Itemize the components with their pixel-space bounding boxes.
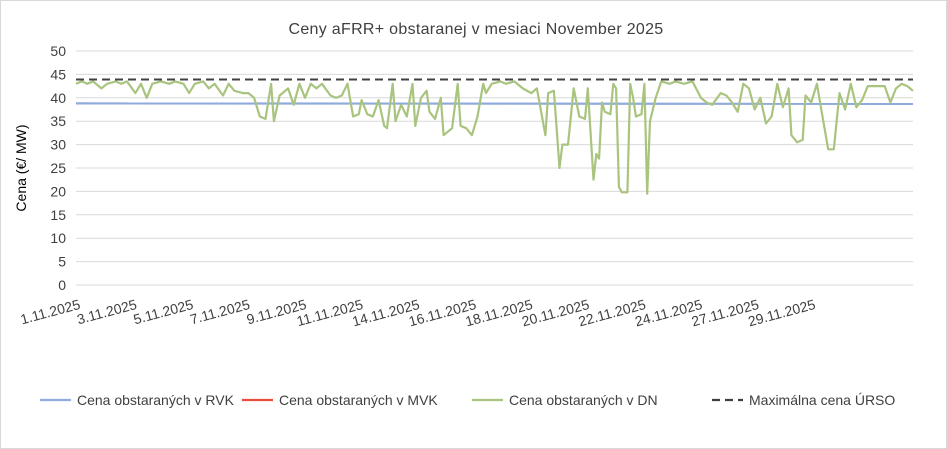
legend-label-1: Cena obstaraných v RVK — [77, 392, 235, 408]
y-tick-label: 10 — [50, 230, 66, 246]
y-tick-label: 15 — [50, 207, 66, 223]
y-tick-label: 30 — [50, 137, 66, 153]
gridlines — [76, 50, 913, 286]
series-layer — [75, 78, 914, 195]
x-tick-label: 3.11.2025 — [75, 296, 139, 327]
y-tick-label: 35 — [50, 113, 66, 129]
legend-label-2: Cena obstaraných v MVK — [279, 392, 438, 408]
chart-title: Ceny aFRR+ obstaranej v mesiaci November… — [289, 21, 664, 38]
y-axis-label: Cena (€/ MW) — [13, 124, 29, 211]
y-tick-label: 50 — [50, 43, 66, 59]
y-tick-label: 45 — [50, 66, 66, 82]
x-tick-labels: 1.11.20253.11.20255.11.20257.11.20259.11… — [19, 296, 818, 329]
legend: Cena obstaraných v RVK Cena obstaraných v… — [40, 392, 895, 408]
y-tick-labels: 0 5 10 15 20 25 30 35 40 45 50 — [50, 43, 66, 293]
x-tick-label: 5.11.2025 — [132, 296, 196, 327]
legend-label-3: Cena obstaraných v DN — [509, 392, 658, 408]
y-tick-label: 40 — [50, 90, 66, 106]
y-tick-label: 20 — [50, 183, 66, 199]
y-tick-label: 0 — [58, 277, 66, 293]
y-tick-label: 25 — [50, 160, 66, 176]
x-tick-label: 1.11.2025 — [19, 296, 83, 327]
legend-label-4: Maximálna cena ÚRSO — [749, 392, 895, 408]
series-line-3 — [75, 80, 914, 195]
series-line-1 — [75, 102, 914, 105]
x-tick-label: 7.11.2025 — [188, 296, 252, 327]
y-tick-label: 5 — [58, 254, 66, 270]
